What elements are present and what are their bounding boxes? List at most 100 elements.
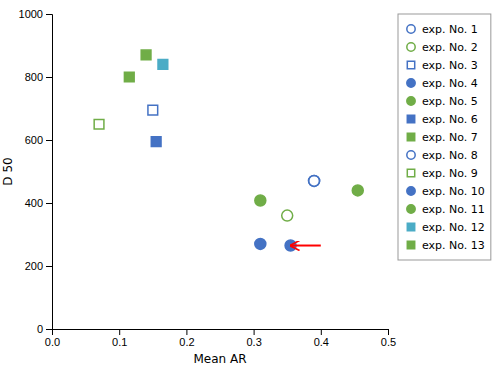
legend: exp. No. 1 exp. No. 2 exp. No. 3 exp. No. 4… [398, 14, 491, 260]
legend-item: exp. No. 6 [407, 113, 478, 126]
y-axis: 0 200 400 600 800 1000 [19, 8, 53, 335]
legend-marker [407, 61, 414, 68]
legend-item: exp. No. 9 [407, 167, 478, 180]
x-axis-tick-mark [119, 329, 120, 335]
legend-label: exp. No. 3 [422, 59, 478, 72]
x-axis-tick-label: 0.0 [45, 336, 60, 348]
legend-marker [407, 43, 415, 51]
series [309, 175, 320, 186]
point [124, 72, 134, 82]
legend-item: exp. No. 5 [407, 95, 478, 108]
legend-item: exp. No. 1 [407, 23, 478, 36]
legend-marker [407, 241, 414, 248]
x-axis-tick-label: 0.3 [246, 336, 261, 348]
legend-label: exp. No. 11 [422, 203, 485, 216]
point [255, 195, 266, 206]
legend-label: exp. No. 2 [422, 41, 478, 54]
point [255, 238, 266, 249]
arrow [291, 245, 321, 247]
chart: 0.0 0.1 0.2 0.3 0.4 0.5 0 200 400 600 800 1000 Mean … [0, 0, 496, 371]
x-axis-tick-label: 0.4 [314, 336, 329, 348]
legend-item: exp. No. 3 [407, 59, 478, 72]
legend-label: exp. No. 13 [422, 239, 485, 252]
legend-marker [407, 169, 414, 176]
x-axis-title: Mean AR [193, 352, 246, 366]
legend-label: exp. No. 10 [422, 185, 485, 198]
y-axis-tick-label: 200 [25, 260, 43, 272]
legend-label: exp. No. 12 [422, 221, 485, 234]
legend-item: exp. No. 8 [407, 149, 478, 162]
legend-item: exp. No. 11 [407, 203, 485, 216]
y-axis-tick-mark [46, 203, 52, 204]
legend-label: exp. No. 4 [422, 77, 478, 90]
y-axis-tick: 800 [25, 71, 52, 83]
series [309, 175, 320, 186]
series [151, 137, 161, 147]
legend-item: exp. No. 13 [407, 239, 485, 252]
series [148, 105, 158, 115]
y-axis-tick-mark [46, 77, 52, 78]
y-axis-tick: 400 [25, 197, 52, 209]
x-axis-tick-label: 0.5 [381, 336, 396, 348]
point [282, 210, 293, 221]
y-axis-line [46, 15, 53, 330]
legend-label: exp. No. 9 [422, 167, 478, 180]
legend-marker [407, 205, 415, 213]
x-axis-tick-mark [254, 329, 255, 335]
y-axis-tick: 0 [37, 323, 52, 335]
legend-marker [407, 115, 414, 122]
point [94, 119, 104, 129]
point [151, 137, 161, 147]
legend-marker [407, 187, 415, 195]
legend-marker [407, 133, 414, 140]
x-axis-tick-mark [321, 329, 322, 335]
legend-label: exp. No. 5 [422, 95, 478, 108]
legend-label: exp. No. 1 [422, 23, 478, 36]
y-axis-title: D 50 [1, 157, 15, 185]
legend-marker [407, 97, 415, 105]
legend-item: exp. No. 4 [407, 77, 478, 90]
marks [94, 50, 363, 251]
x-axis-tick-mark [186, 329, 187, 335]
y-axis-tick: 200 [25, 260, 52, 272]
legend-label: exp. No. 7 [422, 131, 478, 144]
point [141, 50, 151, 60]
y-axis-tick-mark [46, 14, 52, 15]
x-axis: 0.0 0.1 0.2 0.3 0.4 0.5 [45, 329, 396, 348]
x-axis-tick: 0.5 [381, 329, 396, 348]
legend-marker [407, 79, 415, 87]
x-axis-tick: 0.4 [314, 329, 329, 348]
y-axis-tick-mark [46, 266, 52, 267]
x-axis-tick: 0.2 [179, 329, 194, 348]
y-axis-tick: 600 [25, 134, 52, 146]
y-axis-tick-label: 400 [25, 197, 43, 209]
x-axis-tick: 0.3 [246, 329, 261, 348]
x-axis-tick-label: 0.2 [179, 336, 194, 348]
legend-item: exp. No. 10 [407, 185, 485, 198]
series [352, 185, 363, 196]
point [352, 185, 363, 196]
y-axis-tick-mark [46, 329, 52, 330]
series [255, 195, 266, 206]
legend-item: exp. No. 12 [407, 221, 485, 234]
legend-marker [407, 25, 415, 33]
legend-label: exp. No. 8 [422, 149, 478, 162]
legend-marker [407, 223, 414, 230]
legend-frame [398, 14, 491, 260]
legend-item: exp. No. 2 [407, 41, 478, 54]
legend-item: exp. No. 7 [407, 131, 478, 144]
x-axis-tick-label: 0.1 [112, 336, 127, 348]
point [309, 175, 320, 186]
x-axis-line [53, 330, 389, 336]
y-axis-tick: 1000 [19, 8, 52, 20]
x-axis-tick: 0.1 [112, 329, 127, 348]
series [124, 72, 134, 82]
legend-label: exp. No. 6 [422, 113, 478, 126]
point [158, 60, 168, 70]
series [158, 60, 168, 70]
y-axis-tick-label: 0 [37, 323, 43, 335]
plot-area: 0.0 0.1 0.2 0.3 0.4 0.5 0 200 400 600 800 1000 Mean … [1, 8, 396, 366]
point [148, 105, 158, 115]
y-axis-tick-mark [46, 140, 52, 141]
x-axis-tick: 0.0 [45, 329, 60, 348]
